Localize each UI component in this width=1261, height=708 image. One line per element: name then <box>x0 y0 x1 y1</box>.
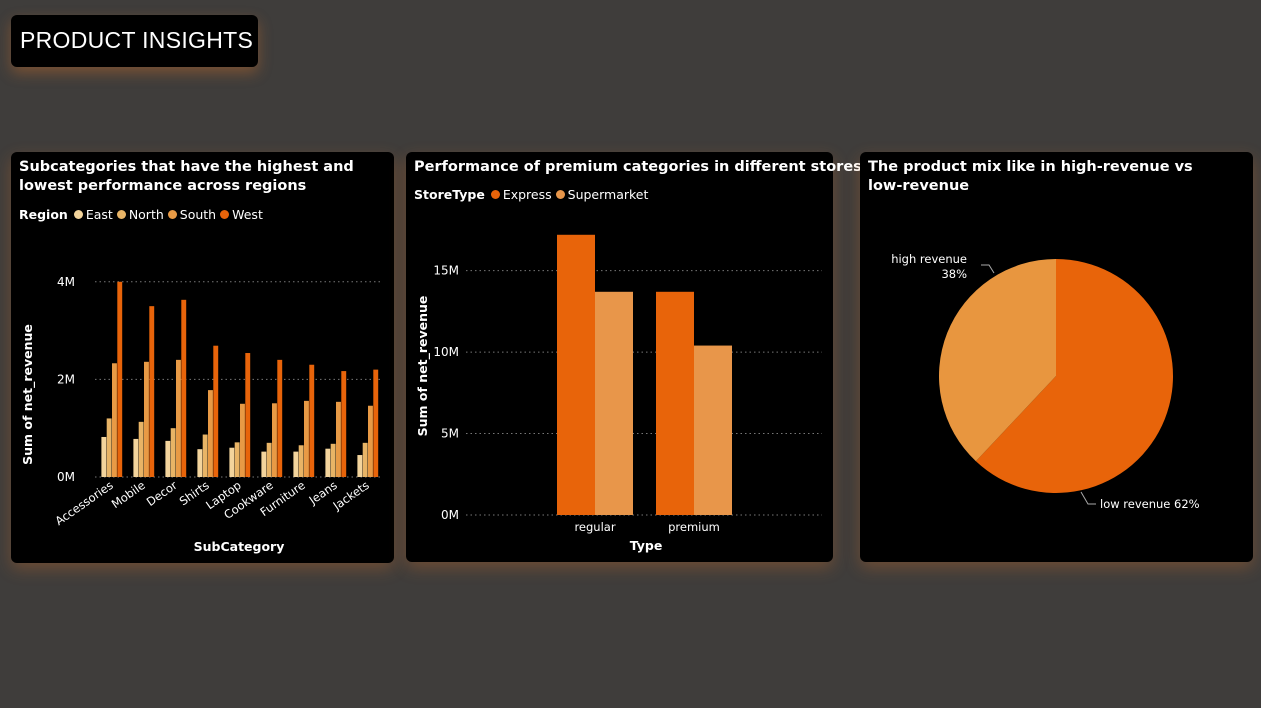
chart1-bar-east <box>101 436 107 477</box>
chart1-bar-west <box>373 369 379 477</box>
chart1-plot: 0M2M4MAccessoriesMobileDecorShirtsLaptop… <box>20 275 383 554</box>
pie-label-low-revenue: low revenue 62% <box>1100 497 1200 511</box>
chart1-bar-south <box>112 363 117 477</box>
chart1-bar-north <box>138 421 144 477</box>
chart2-y-tick-label: 5M <box>441 427 459 441</box>
chart1-bar-east <box>133 438 139 477</box>
chart1-bar-north <box>266 442 272 477</box>
chart1-bar-west <box>277 359 283 477</box>
chart1-y-tick-label: 4M <box>57 275 75 289</box>
chart1-x-tick-label: Decor <box>144 478 180 509</box>
chart1-bar-north <box>362 442 368 477</box>
legend-dot-east <box>73 210 83 219</box>
chart1-legend-title: Region <box>19 207 68 222</box>
chart1-bar-west <box>181 299 187 477</box>
chart1-bar-west <box>245 353 251 477</box>
page-title-box: PRODUCT INSIGHTS <box>11 15 258 67</box>
legend-dot-south <box>167 210 177 219</box>
pie-slice-low-revenue <box>975 259 1173 493</box>
chart1-bar-north <box>106 418 112 477</box>
chart2-plot: 0M 5M 10M 15M regular premium Type Sum of net_r… <box>415 234 822 553</box>
chart1-bar-north <box>234 442 240 477</box>
chart2-x-axis-title: Type <box>630 538 663 553</box>
chart2-y-tick-label: 10M <box>433 345 459 359</box>
chart1-x-tick-label: Accessories <box>52 478 115 528</box>
legend-dot-express <box>490 190 500 199</box>
chart1-bar-north <box>330 443 336 477</box>
chart1-bar-north <box>202 434 208 477</box>
legend-dot-north <box>116 210 126 219</box>
chart1-bar-west <box>309 364 315 477</box>
chart2-bar-supermarket <box>595 291 633 515</box>
chart1-bar-south <box>176 359 181 477</box>
chart1-bar-east <box>261 451 267 477</box>
legend-item-west[interactable]: West <box>220 207 263 222</box>
pie-leader-high-revenue <box>981 264 995 274</box>
pie-leader-low-revenue <box>1080 491 1096 505</box>
legend-dot-supermarket <box>555 190 565 199</box>
pie-slice-high-revenue <box>939 259 1056 462</box>
chart2-y-tick-label: 15M <box>433 264 459 278</box>
chart2-x-tick-label: premium <box>668 520 720 534</box>
chart1-bar-south <box>272 403 277 477</box>
legend-item-supermarket[interactable]: Supermarket <box>555 187 648 202</box>
chart2-bar-express <box>656 291 694 515</box>
chart1-bar-south <box>336 401 341 477</box>
chart1-title: Subcategories that have the highest and … <box>19 159 354 194</box>
chart3-title: The product mix like in high-revenue vs … <box>868 159 1193 194</box>
chart1-legend: Region East North South West <box>19 207 267 222</box>
chart1-x-tick-label: Jackets <box>330 478 372 513</box>
chart1-y-axis-title: Sum of net_revenue <box>20 324 36 465</box>
legend-item-east[interactable]: East <box>73 207 113 222</box>
legend-item-express[interactable]: Express <box>490 187 552 202</box>
chart2-y-axis-title: Sum of net_revenue <box>415 296 431 437</box>
page-title: PRODUCT INSIGHTS <box>20 27 254 53</box>
chart1-bar-east <box>165 440 171 477</box>
chart1-x-axis-title: SubCategory <box>194 539 285 554</box>
chart1-bar-west <box>117 281 123 477</box>
legend-item-south[interactable]: South <box>167 207 216 222</box>
chart1-y-tick-label: 0M <box>57 470 75 484</box>
chart2-title: Performance of premium categories in dif… <box>414 159 862 175</box>
legend-dot-west <box>220 210 230 219</box>
chart1-bar-west <box>213 345 219 477</box>
chart1-x-tick-label: Mobile <box>109 478 148 511</box>
chart1-bar-east <box>229 447 235 477</box>
chart1-bar-south <box>304 400 309 477</box>
chart1-bar-south <box>208 390 213 477</box>
chart1-bar-west <box>149 306 155 477</box>
chart1-bar-west <box>341 371 347 477</box>
legend-item-north[interactable]: North <box>116 207 164 222</box>
pie-value-high-revenue: 38% <box>941 267 967 281</box>
chart2-legend: StoreType Express Supermarket <box>414 187 652 202</box>
chart2-legend-title: StoreType <box>414 187 485 202</box>
chart1-y-tick-label: 2M <box>57 372 75 386</box>
chart1-bar-north <box>298 445 304 477</box>
revenue-mix-chart-card[interactable]: The product mix like in high-revenue vs … <box>860 152 1253 562</box>
chart1-bar-east <box>197 449 203 477</box>
chart1-bar-north <box>170 428 176 477</box>
chart1-bar-east <box>293 451 299 477</box>
chart1-bar-south <box>144 361 149 477</box>
store-type-chart-card[interactable]: Performance of premium categories in dif… <box>406 152 862 562</box>
chart1-bar-east <box>325 448 331 477</box>
chart1-bar-south <box>368 405 373 477</box>
chart2-bar-supermarket <box>694 345 732 515</box>
subcategory-region-chart-card[interactable]: Subcategories that have the highest and … <box>11 152 394 563</box>
chart2-y-tick-label: 0M <box>441 508 459 522</box>
chart2-bar-express <box>557 234 595 516</box>
chart2-x-tick-label: regular <box>574 520 615 534</box>
chart1-bar-east <box>357 455 363 477</box>
chart1-bar-south <box>240 403 245 477</box>
pie-label-high-revenue: high revenue <box>891 252 967 266</box>
